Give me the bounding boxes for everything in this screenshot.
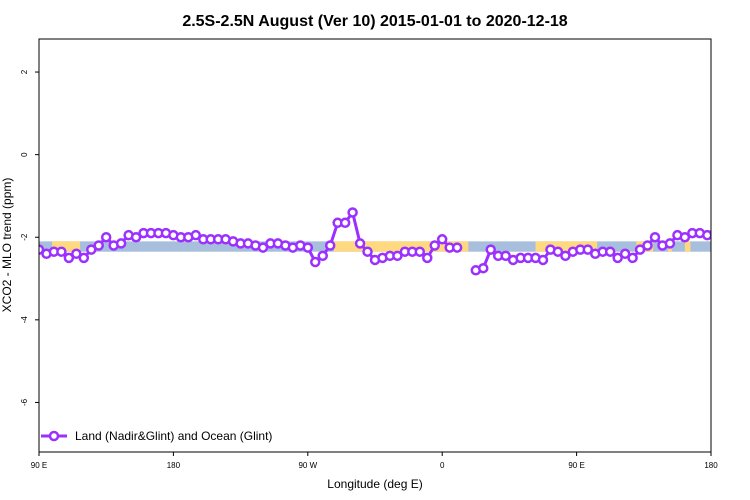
- x-tick-label: 90 E: [568, 461, 584, 470]
- chart-title: 2.5S-2.5N August (Ver 10) 2015-01-01 to …: [182, 13, 567, 30]
- data-point: [478, 262, 489, 274]
- x-tick-label: 0: [440, 461, 445, 470]
- x-tick-label: 90 W: [298, 461, 317, 470]
- data-point: [362, 246, 373, 257]
- data-point: [115, 238, 127, 249]
- data-point: [317, 250, 328, 262]
- data-point: [619, 248, 631, 260]
- x-tick-label: 90 E: [31, 461, 47, 470]
- y-tick-label: -6: [20, 398, 29, 406]
- data-point: [302, 242, 314, 253]
- data-point: [485, 244, 496, 255]
- y-tick-label: -2: [20, 233, 29, 241]
- land-band: [333, 241, 469, 252]
- y-axis-label: XCO2 - MLO trend (ppm): [0, 178, 14, 313]
- data-point: [634, 244, 646, 255]
- data-point: [93, 240, 104, 251]
- y-tick-label: 2: [20, 69, 29, 74]
- data-point: [414, 246, 426, 257]
- legend-marker: [48, 430, 60, 442]
- data-point: [354, 238, 366, 249]
- land-band: [52, 241, 81, 252]
- plot-frame: [38, 38, 712, 453]
- data-point: [190, 229, 202, 241]
- data-point: [429, 240, 440, 251]
- data-point: [56, 246, 67, 257]
- x-axis-label: Longitude (deg E): [327, 477, 422, 491]
- data-point: [642, 240, 653, 251]
- data-point: [664, 238, 676, 249]
- data-point: [552, 246, 564, 257]
- x-axis-ticks: 90 E 180 90 W 0 90 E 180: [31, 452, 718, 470]
- data-point: [310, 256, 321, 268]
- data-point: [422, 252, 433, 264]
- y-tick-label: -4: [20, 316, 29, 324]
- data-point: [709, 229, 711, 237]
- data-point: [436, 234, 448, 245]
- data-point: [702, 229, 711, 241]
- series-layer: [39, 207, 711, 276]
- data-point: [71, 248, 82, 260]
- data-point: [347, 207, 358, 218]
- x-tick-label: 180: [167, 461, 181, 470]
- data-point: [392, 250, 403, 262]
- legend: Land (Nadir&Glint) and Ocean (Glint): [41, 429, 272, 443]
- data-point: [100, 231, 112, 243]
- land-band: [535, 241, 598, 252]
- y-axis-ticks: 2 0 -2 -4 -6: [20, 69, 39, 406]
- data-point: [582, 244, 594, 255]
- data-point: [86, 244, 97, 255]
- data-point: [63, 252, 75, 264]
- data-point: [560, 250, 571, 262]
- data-point: [537, 254, 549, 266]
- data-point: [612, 252, 623, 264]
- data-point: [339, 217, 351, 229]
- data-point: [649, 231, 661, 243]
- data-point: [500, 250, 511, 262]
- data-point: [627, 252, 638, 264]
- x-tick-label: 180: [704, 461, 718, 470]
- data-point: [130, 231, 142, 243]
- legend-label: Land (Nadir&Glint) and Ocean (Glint): [75, 429, 272, 443]
- land-band: [684, 241, 691, 252]
- data-point: [679, 231, 691, 243]
- data-point: [257, 242, 269, 253]
- data-point: [78, 252, 90, 264]
- data-point: [324, 240, 336, 251]
- y-tick-label: 0: [20, 152, 29, 157]
- data-point: [451, 242, 463, 253]
- data-point: [604, 246, 616, 257]
